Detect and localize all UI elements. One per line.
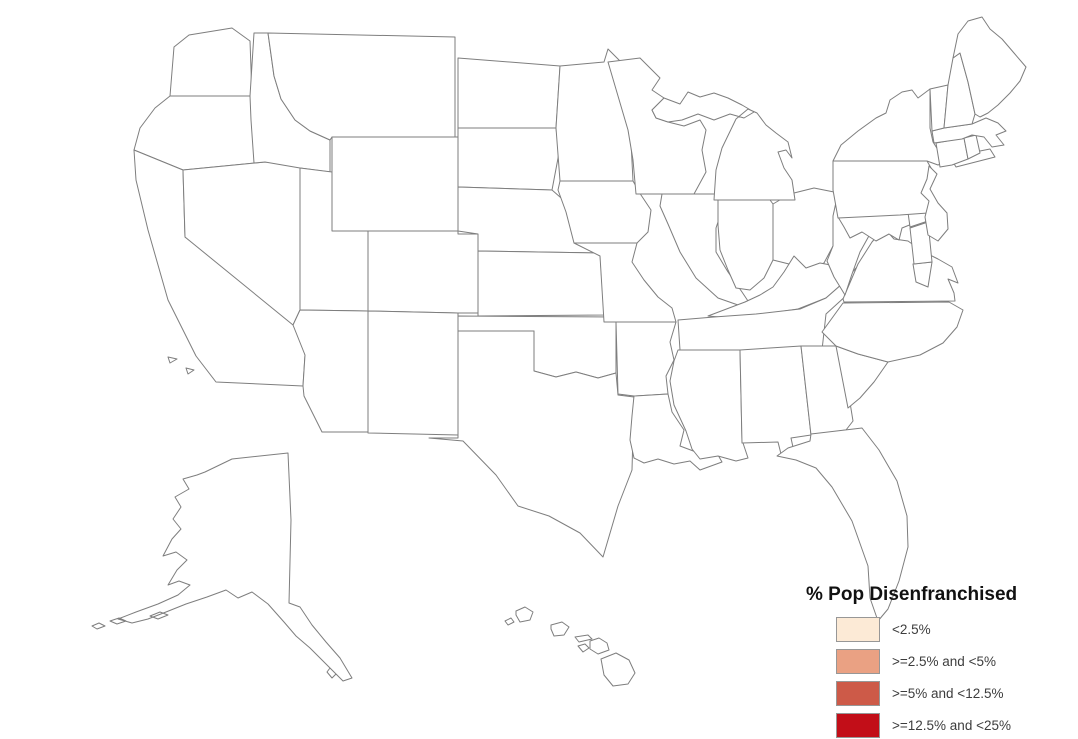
state-new-jersey [920, 165, 949, 242]
state-louisiana [629, 393, 723, 471]
legend-title: % Pop Disenfranchised [806, 584, 1018, 605]
state-michigan [651, 91, 796, 201]
legend-row: >=5% and <12.5% [836, 680, 1078, 706]
state-alaska [91, 452, 353, 682]
state-north-carolina [821, 301, 964, 363]
legend-label-class3: >=5% and <12.5% [892, 685, 1004, 701]
state-massachusetts [931, 117, 1007, 148]
state-arizona [292, 309, 369, 433]
state-hawaii [504, 606, 636, 687]
state-arkansas [615, 321, 677, 397]
state-wyoming [331, 136, 459, 232]
state-new-mexico [367, 310, 459, 436]
legend-rows: <2.5% >=2.5% and <5% >=5% and <12.5% >=1… [836, 616, 1078, 738]
state-kansas [477, 250, 605, 317]
state-wisconsin [607, 57, 707, 195]
legend-swatch-class1 [836, 616, 880, 642]
legend-row: >=2.5% and <5% [836, 648, 1078, 674]
legend-row: <2.5% [836, 616, 1078, 642]
state-washington [169, 27, 253, 97]
legend-row: >=12.5% and <25% [836, 712, 1078, 738]
state-alabama [739, 345, 812, 455]
state-maine [952, 16, 1027, 118]
state-texas [428, 330, 635, 558]
legend-label-class4: >=12.5% and <25% [892, 717, 1011, 733]
state-colorado [367, 230, 479, 314]
state-indiana [717, 195, 774, 291]
state-north-dakota [457, 57, 561, 129]
state-south-dakota [457, 127, 560, 191]
state-montana [267, 32, 456, 141]
legend-label-class2: >=2.5% and <5% [892, 653, 996, 669]
legend-swatch-class3 [836, 680, 880, 706]
legend-label-class1: <2.5% [892, 621, 931, 637]
map-legend: % Pop Disenfranchised <2.5% >=2.5% and <… [806, 584, 1078, 739]
legend-swatch-class2 [836, 648, 880, 674]
state-pennsylvania [832, 160, 935, 219]
state-rhode-island [963, 134, 981, 160]
state-missouri [573, 242, 677, 323]
legend-swatch-class4 [836, 712, 880, 738]
states-layer [91, 16, 1027, 687]
state-mississippi [669, 349, 749, 462]
